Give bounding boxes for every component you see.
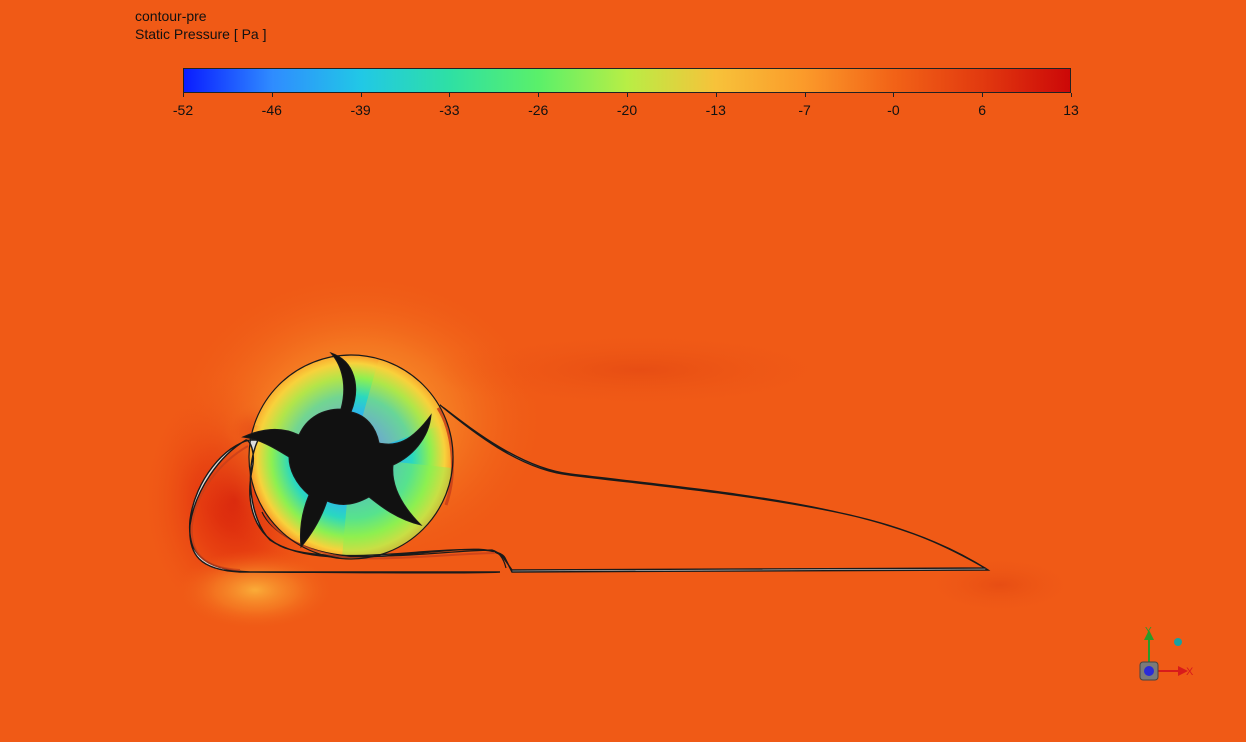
rotor-blades: [241, 351, 432, 549]
rotor-hub: [241, 351, 432, 549]
colorbar-tick-label: -52: [172, 102, 194, 118]
body-outline: [188, 404, 991, 574]
colorbar-tickmark: [449, 93, 451, 97]
colorbar-tick-label: -0: [887, 102, 900, 118]
colorbar-gradient: [183, 68, 1071, 93]
colorbar-tickmark: [804, 93, 806, 97]
colorbar-tick-label: 13: [1063, 102, 1079, 118]
colorbar-tickmark: [538, 93, 540, 97]
colorbar-tick-label: -7: [798, 102, 811, 118]
colorbar-tick-label: -20: [616, 102, 638, 118]
colorbar-tickmark: [627, 93, 628, 97]
rotor-outline: [248, 354, 454, 560]
tail-wake: [920, 555, 1080, 615]
wake-region: [430, 330, 850, 410]
colorbar-tickmark: [360, 93, 362, 97]
colorbar-tickmark: [271, 93, 273, 97]
coordinate-triad[interactable]: Y X: [1139, 626, 1194, 681]
colorbar-tickmark: [893, 93, 895, 97]
colorbar-tickmark: [982, 93, 984, 97]
colorbar-tickmark: [715, 93, 717, 97]
contour-name: contour-pre: [135, 8, 207, 24]
contour-title-block: contour-pre Static Pressure [ Pa ]: [135, 7, 267, 43]
colorbar-tick-label: -46: [261, 102, 282, 118]
colorbar-tick-label: -33: [439, 102, 460, 118]
rotor-shroud: [436, 407, 454, 506]
colorbar-tick-label: -39: [350, 102, 371, 118]
triad-y-label: Y: [1145, 626, 1152, 637]
colorbar-tickmark: [183, 93, 184, 97]
leading-edge-lip: [190, 445, 249, 571]
colorbar-tick-label: -26: [528, 102, 549, 118]
contour-variable: Static Pressure [ Pa ]: [135, 26, 267, 42]
triad-x-label: X: [1186, 666, 1194, 678]
inner-channel-red: [265, 515, 496, 560]
colorbar-tick-label: 6: [978, 102, 987, 118]
colorbar-tickmark: [1071, 93, 1072, 97]
colorbar-tick-label: -13: [705, 102, 726, 118]
lower-halo: [175, 550, 335, 630]
